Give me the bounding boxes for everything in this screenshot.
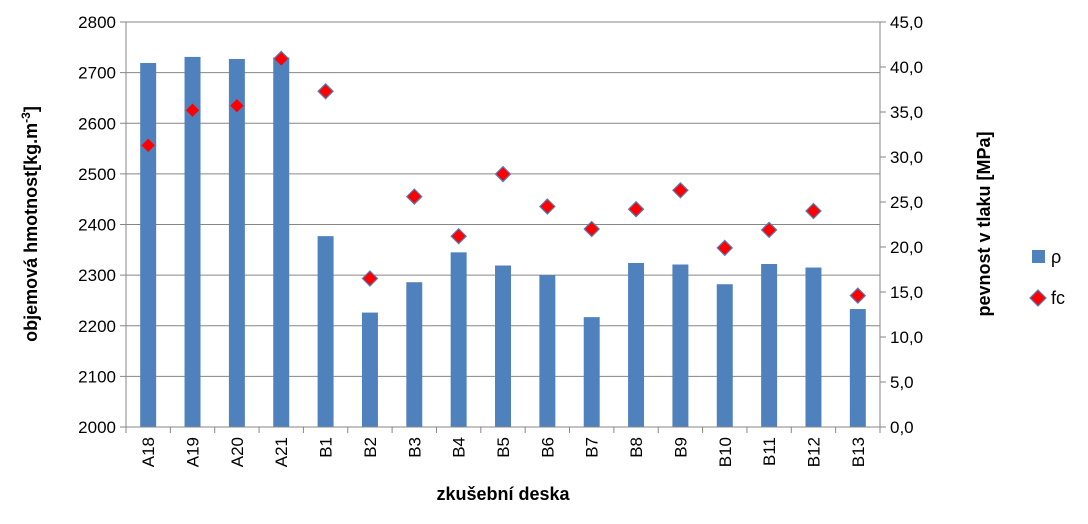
left-y-tick-label: 2500 <box>78 165 116 184</box>
left-y-tick-label: 2000 <box>78 418 116 437</box>
left-y-axis-title-main: objemová hmotnost[kg.m <box>21 123 41 342</box>
x-tick-label: B2 <box>361 437 380 458</box>
scatter-point <box>539 198 556 215</box>
left-y-tick-label: 2800 <box>78 13 116 32</box>
left-y-tick-label: 2100 <box>78 367 116 386</box>
bar <box>672 264 689 427</box>
scatter-point <box>405 188 423 205</box>
right-y-tick-label: 45,0 <box>890 13 923 32</box>
bar <box>628 262 645 427</box>
x-tick-labels: A18 A19 A20 A21 B1 B2 B3 B4 B5 B6 B7 B8 B9 B10 B11 B12 B… <box>139 437 868 467</box>
scatter-point <box>849 287 867 304</box>
x-tick-label: B5 <box>494 437 513 458</box>
scatter-point <box>716 239 734 257</box>
axes <box>125 22 881 428</box>
x-axis-title: zkušební deska <box>436 484 570 504</box>
x-tick-label: B4 <box>450 437 469 458</box>
bar <box>228 58 245 428</box>
scatter-point <box>184 101 201 119</box>
left-y-tick-labels: 2000 2100 2200 2300 2400 2500 2600 2700 2800 <box>78 13 116 437</box>
scatter-point <box>272 50 290 68</box>
x-tick-label: A18 <box>139 437 158 467</box>
left-y-tick-label: 2200 <box>78 317 116 336</box>
x-tick-label: B8 <box>627 437 646 458</box>
bar <box>140 63 157 427</box>
left-y-tick-label: 2300 <box>78 266 116 285</box>
x-tick-label: B13 <box>849 437 868 467</box>
bar <box>583 317 600 427</box>
scatter-point <box>627 200 645 218</box>
right-y-tick-label: 0,0 <box>890 418 914 437</box>
x-tick-label: B6 <box>538 437 557 458</box>
left-y-axis-title: objemová hmotnost[kg.m-3] <box>19 106 41 342</box>
right-y-tick-labels: 0,0 5,0 10,0 15,0 20,0 25,0 30,0 35,0 40,0 45,0 <box>880 13 923 437</box>
bar <box>495 265 511 427</box>
x-tick-label: A19 <box>184 437 203 467</box>
x-tick-label: B7 <box>583 437 602 458</box>
left-y-axis-title-end: ] <box>21 106 41 112</box>
bar <box>273 57 290 427</box>
x-tick-label: B11 <box>760 437 779 466</box>
bar <box>184 56 201 428</box>
scatter-point <box>760 221 778 239</box>
right-y-tick-label: 5,0 <box>890 373 914 392</box>
bar <box>361 312 378 427</box>
bar <box>406 282 423 427</box>
x-tick-label: A21 <box>272 437 291 467</box>
scatter-point <box>450 227 467 245</box>
bar <box>450 252 467 427</box>
left-y-tick-label: 2400 <box>78 216 116 235</box>
x-tick-label: B1 <box>317 437 336 458</box>
x-tick-label: A20 <box>228 437 247 467</box>
scatter-point <box>317 82 334 100</box>
bar <box>805 267 822 427</box>
x-tick-label: B10 <box>716 437 735 467</box>
scatter-point <box>583 220 601 238</box>
right-y-tick-label: 15,0 <box>890 283 923 302</box>
bar <box>716 284 733 427</box>
scatter-point <box>494 165 512 183</box>
legend: ρ fc <box>1029 247 1065 308</box>
right-y-tick-label: 40,0 <box>890 58 923 77</box>
left-y-tick-label: 2600 <box>78 114 116 133</box>
scatter-point <box>361 270 379 287</box>
scatter-point <box>805 202 822 220</box>
left-y-tick-label: 2700 <box>78 64 116 83</box>
right-y-tick-label: 10,0 <box>890 328 923 347</box>
legend-swatch-rho <box>1032 250 1045 263</box>
bar-series <box>140 56 866 428</box>
bar <box>317 236 334 427</box>
left-y-axis-title-sup: -3 <box>19 112 33 123</box>
scatter-series <box>139 50 867 304</box>
legend-label-fc: fc <box>1051 288 1065 308</box>
legend-label-rho: ρ <box>1051 247 1061 267</box>
right-y-tick-label: 35,0 <box>890 103 923 122</box>
right-y-tick-label: 20,0 <box>890 238 923 257</box>
bar <box>761 263 778 427</box>
bar <box>539 275 556 427</box>
right-y-axis-title: pevnost v tlaku [MPa] <box>974 131 994 316</box>
scatter-point <box>672 181 689 199</box>
bar <box>849 309 866 427</box>
scatter-point <box>228 97 246 115</box>
x-tick-marks <box>125 427 881 433</box>
x-tick-label: B3 <box>405 437 424 458</box>
right-y-tick-label: 30,0 <box>890 148 923 167</box>
x-tick-label: B9 <box>671 437 690 458</box>
x-tick-label: B12 <box>804 437 823 467</box>
scatter-point <box>139 136 157 154</box>
right-y-tick-label: 25,0 <box>890 193 923 212</box>
legend-swatch-fc <box>1029 289 1047 307</box>
